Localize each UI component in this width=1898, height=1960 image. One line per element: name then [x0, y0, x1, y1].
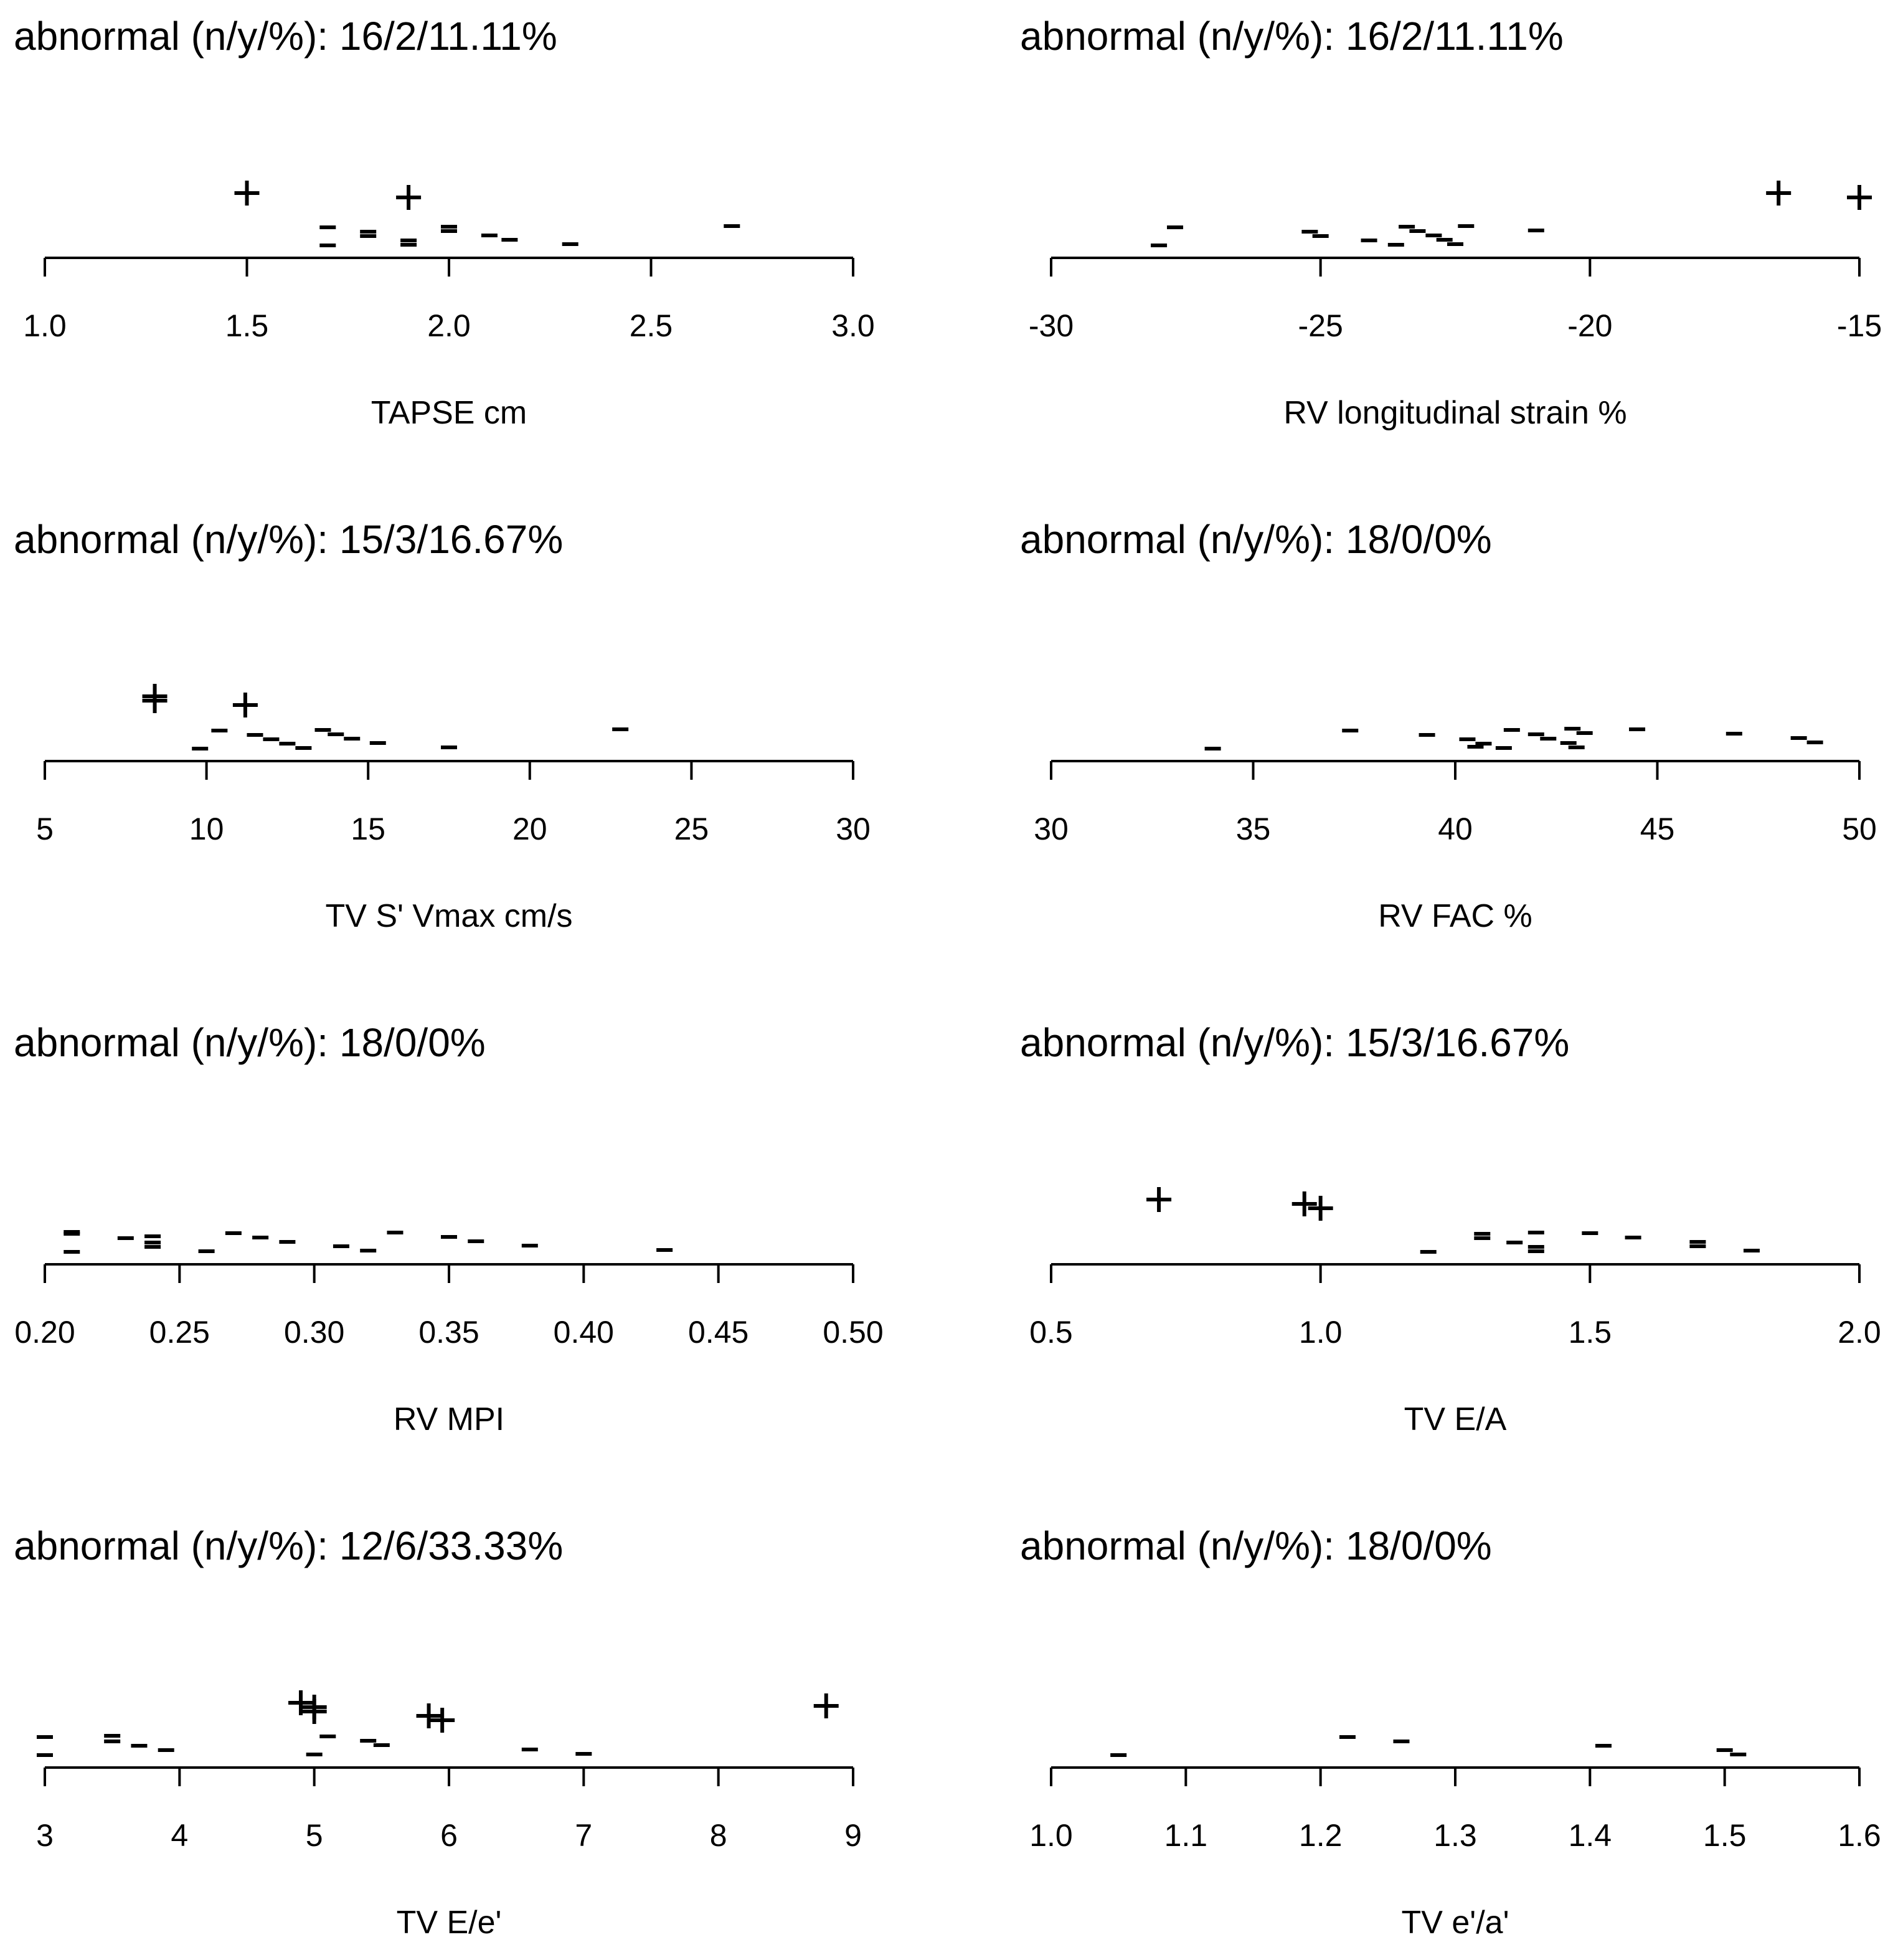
- x-tick-label: 0.25: [149, 1315, 210, 1350]
- point-abnormal: [301, 1699, 327, 1724]
- panel-title: abnormal (n/y/%): 15/3/16.67%: [1020, 1020, 1569, 1065]
- x-axis-label: TAPSE cm: [371, 395, 527, 431]
- point-abnormal: [1766, 181, 1792, 206]
- point-abnormal: [142, 688, 168, 713]
- panel-title: abnormal (n/y/%): 15/3/16.67%: [14, 517, 563, 562]
- x-tick-label: 1.0: [23, 308, 67, 343]
- point-abnormal: [1308, 1196, 1333, 1221]
- x-tick-label: 5: [306, 1818, 323, 1853]
- point-abnormal: [430, 1708, 455, 1733]
- x-tick-label: -20: [1567, 308, 1612, 343]
- x-tick-label: -15: [1837, 308, 1882, 343]
- panel-title: abnormal (n/y/%): 12/6/33.33%: [14, 1523, 563, 1568]
- x-tick-label: 0.40: [554, 1315, 614, 1350]
- x-tick-label: 40: [1438, 812, 1473, 846]
- x-tick-label: 1.5: [1569, 1315, 1612, 1350]
- x-tick-label: 1.6: [1838, 1818, 1881, 1853]
- x-tick-label: 3.0: [831, 308, 875, 343]
- panel-6: abnormal (n/y/%): 15/3/16.67% 0.5 1.0 1.5 2.…: [1020, 1020, 1881, 1437]
- panel-title: abnormal (n/y/%): 18/0/0%: [1020, 1523, 1492, 1568]
- panel-2: abnormal (n/y/%): 16/2/11.11% -30 -25 -20 -1…: [1020, 14, 1882, 431]
- x-tick-label: 1.2: [1299, 1818, 1343, 1853]
- x-tick-label: -30: [1029, 308, 1074, 343]
- x-tick-label: 1.3: [1433, 1818, 1477, 1853]
- x-tick-label: 50: [1842, 812, 1877, 846]
- x-tick-label: 1.4: [1569, 1818, 1612, 1853]
- x-tick-label: 7: [575, 1818, 592, 1853]
- x-tick-label: 0.45: [688, 1315, 748, 1350]
- x-tick-label: 6: [440, 1818, 458, 1853]
- x-axis-label: TV E/e': [397, 1905, 502, 1941]
- x-tick-label: 15: [351, 812, 385, 846]
- point-abnormal: [1291, 1191, 1317, 1216]
- x-axis-label: RV FAC %: [1378, 898, 1532, 934]
- x-tick-label: 4: [171, 1818, 188, 1853]
- x-tick-label: 0.5: [1029, 1315, 1073, 1350]
- x-tick-label: 2.5: [630, 308, 673, 343]
- x-tick-label: 5: [36, 812, 54, 846]
- x-tick-label: 9: [844, 1818, 862, 1853]
- x-tick-label: -25: [1298, 308, 1343, 343]
- x-tick-label: 30: [836, 812, 871, 846]
- point-abnormal: [232, 693, 258, 717]
- panel-title: abnormal (n/y/%): 18/0/0%: [1020, 517, 1492, 562]
- x-tick-label: 0.50: [823, 1315, 883, 1350]
- point-abnormal: [396, 185, 422, 210]
- x-tick-label: 25: [674, 812, 709, 846]
- point-abnormal: [288, 1690, 314, 1715]
- panel-title: abnormal (n/y/%): 16/2/11.11%: [14, 14, 557, 59]
- x-tick-label: 30: [1034, 812, 1069, 846]
- panel-title: abnormal (n/y/%): 16/2/11.11%: [1020, 14, 1564, 59]
- x-tick-label: 1.0: [1299, 1315, 1343, 1350]
- panel-1: abnormal (n/y/%): 16/2/11.11% 1.0 1.5 2.0 2.…: [14, 14, 875, 431]
- panel-title: abnormal (n/y/%): 18/0/0%: [14, 1020, 486, 1065]
- x-tick-label: 0.35: [418, 1315, 479, 1350]
- x-tick-label: 0.30: [284, 1315, 344, 1350]
- x-tick-label: 1.0: [1029, 1818, 1073, 1853]
- x-axis-label: TV E/A: [1404, 1401, 1507, 1437]
- x-tick-label: 2.0: [427, 308, 471, 343]
- panel-5: abnormal (n/y/%): 18/0/0% 0.20 0.25 0.30 0.3…: [14, 1020, 884, 1437]
- x-axis-label: TV S' Vmax cm/s: [325, 898, 572, 934]
- x-tick-label: 2.0: [1838, 1315, 1881, 1350]
- x-tick-label: 3: [36, 1818, 54, 1853]
- point-abnormal: [234, 181, 260, 206]
- point-abnormal: [1146, 1187, 1172, 1212]
- x-tick-label: 8: [710, 1818, 727, 1853]
- x-tick-label: 45: [1640, 812, 1675, 846]
- x-axis-label: RV MPI: [394, 1401, 504, 1437]
- x-tick-label: 1.5: [1703, 1818, 1747, 1853]
- x-tick-label: 35: [1236, 812, 1271, 846]
- panel-8: abnormal (n/y/%): 18/0/0% 1.0 1.1 1.2 1.3 1.4…: [1020, 1523, 1881, 1941]
- x-tick-label: 10: [189, 812, 224, 846]
- point-abnormal: [416, 1703, 441, 1728]
- x-tick-label: 1.1: [1164, 1818, 1208, 1853]
- panel-3: abnormal (n/y/%): 15/3/16.67% 5 10 15 20 25 30…: [14, 517, 871, 934]
- x-axis-label: RV longitudinal strain %: [1283, 395, 1627, 431]
- point-abnormal: [1847, 185, 1872, 210]
- point-abnormal: [813, 1693, 839, 1718]
- x-tick-label: 20: [512, 812, 547, 846]
- x-tick-label: 0.20: [14, 1315, 75, 1350]
- panel-4: abnormal (n/y/%): 18/0/0% 30 35 40 45 50 RV FA…: [1020, 517, 1877, 934]
- panel-7: abnormal (n/y/%): 12/6/33.33% 3 4 5 6 7 8 9 TV E…: [14, 1523, 862, 1941]
- x-axis-label: TV e'/a': [1401, 1905, 1509, 1941]
- x-tick-label: 1.5: [225, 308, 269, 343]
